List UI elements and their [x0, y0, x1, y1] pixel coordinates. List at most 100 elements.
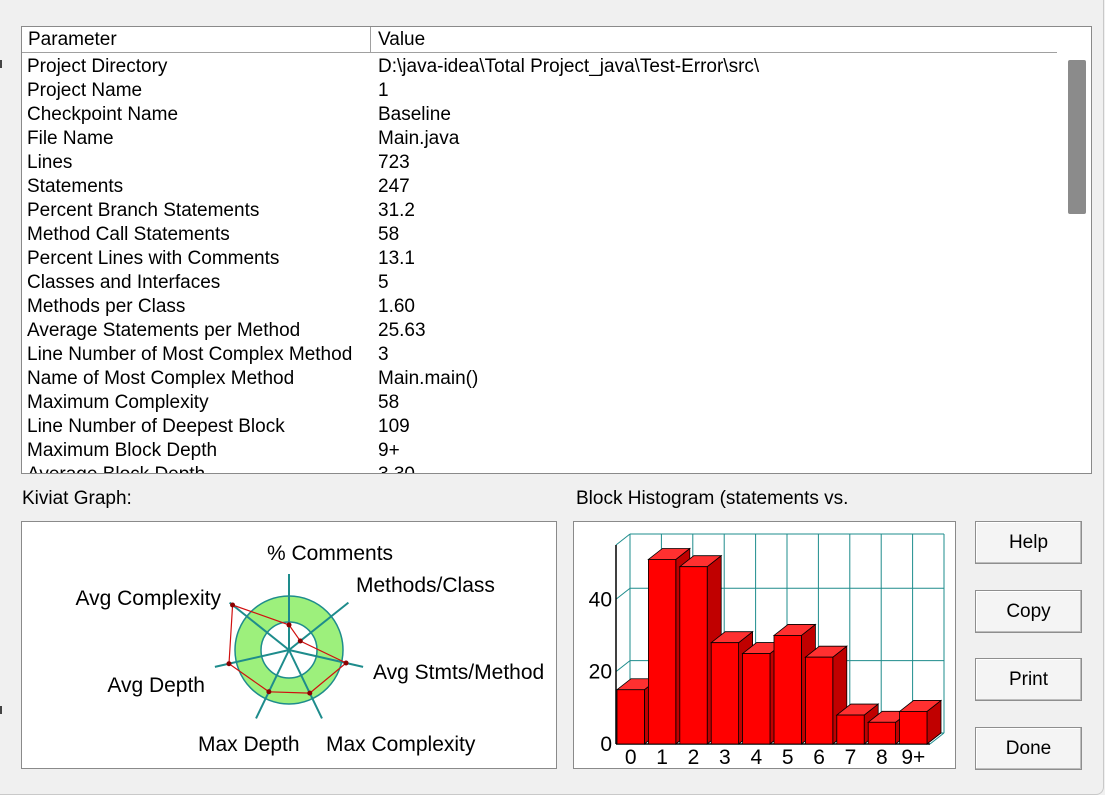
table-row[interactable]: Maximum Block Depth 9+: [22, 439, 1059, 463]
y-tick-label: 20: [589, 661, 612, 684]
parameter-cell: File Name: [27, 128, 114, 149]
value-cell: 31.2: [378, 200, 415, 221]
parameter-cell: Line Number of Most Complex Method: [27, 344, 353, 365]
parameter-cell: Percent Lines with Comments: [27, 248, 280, 269]
x-tick-label: 4: [750, 746, 762, 768]
kiviat-data-point: [343, 660, 349, 666]
kiviat-axis: [228, 601, 290, 651]
table-row[interactable]: Average Statements per Method 25.63: [22, 319, 1059, 343]
value-cell: 58: [378, 392, 400, 413]
value-cell: 247: [378, 176, 410, 197]
kiviat-axis: [288, 649, 364, 668]
kiviat-graph-canvas: % Comments Methods/Class Avg Stmts/Method M…: [75, 542, 544, 756]
table-body: Project Directory D:\java-idea\Total Proj…: [22, 55, 1059, 473]
copy-button[interactable]: Copy: [975, 590, 1082, 633]
value-cell: 3.30: [378, 463, 415, 473]
kiviat-graph: % Comments Methods/Class Avg Stmts/Method M…: [21, 521, 557, 769]
scrollbar-thumb[interactable]: [1068, 60, 1086, 214]
bar: [867, 721, 897, 745]
table-row[interactable]: Classes and Interfaces 5: [22, 271, 1059, 295]
grid-line: [615, 660, 631, 673]
parameter-cell: Maximum Complexity: [27, 392, 209, 413]
parameter-cell: Name of Most Complex Method: [27, 368, 295, 389]
done-button[interactable]: Done: [975, 727, 1082, 770]
x-tick-label: 6: [813, 746, 825, 768]
table-row[interactable]: Average Block Depth 3.30: [22, 463, 1059, 473]
table-row[interactable]: Methods per Class 1.60: [22, 295, 1059, 319]
kiviat-data-point: [286, 622, 292, 628]
kiviat-graph-label: Kiviat Graph:: [22, 488, 132, 509]
value-cell: 723: [378, 152, 410, 173]
bar: [804, 656, 834, 745]
value-cell: Main.java: [378, 128, 460, 149]
table-row[interactable]: Line Number of Most Complex Method 3: [22, 343, 1059, 367]
value-cell: Main.main(): [378, 368, 479, 389]
kiviat-axis-label: Max Complexity: [326, 733, 476, 756]
value-cell: 1.60: [378, 296, 415, 317]
grid-line: [615, 533, 631, 546]
kiviat-axis-label: Avg Complexity: [75, 587, 221, 610]
value-cell: 58: [378, 224, 400, 245]
x-tick-label: 8: [876, 746, 888, 768]
help-button[interactable]: Help: [975, 521, 1082, 564]
table-row[interactable]: Name of Most Complex Method Main.main(): [22, 367, 1059, 391]
x-tick-label: 0: [625, 746, 637, 768]
x-tick-label: 7: [845, 746, 857, 768]
kiviat-axis: [288, 649, 323, 719]
value-cell: 1: [378, 80, 389, 101]
bar: [648, 559, 677, 745]
table-row[interactable]: Line Number of Deepest Block 109: [22, 415, 1059, 439]
column-header-parameter[interactable]: Parameter: [22, 27, 371, 52]
parameter-cell: Lines: [27, 152, 73, 173]
window-bottom-edge: [0, 795, 1105, 802]
table-row[interactable]: File Name Main.java: [22, 127, 1059, 151]
parameter-cell: Checkpoint Name: [27, 104, 179, 125]
bar: [742, 653, 771, 745]
table-row[interactable]: Project Directory D:\java-idea\Total Proj…: [22, 55, 1059, 79]
x-tick-label: 5: [782, 746, 794, 768]
print-button[interactable]: Print: [975, 658, 1082, 701]
metrics-table[interactable]: Parameter Value Project Directory D:\java…: [21, 26, 1092, 474]
table-row[interactable]: Lines 723: [22, 151, 1059, 175]
x-tick-label: 9+: [901, 746, 925, 768]
parameter-cell: Classes and Interfaces: [27, 272, 221, 293]
left-edge-mark: [0, 706, 2, 714]
parameter-cell: Method Call Statements: [27, 224, 230, 245]
parameter-cell: Maximum Block Depth: [27, 440, 218, 461]
vertical-scrollbar[interactable]: [1057, 27, 1091, 473]
value-cell: D:\java-idea\Total Project_java\Test-Err…: [378, 56, 760, 77]
table-row[interactable]: Percent Branch Statements 31.2: [22, 199, 1059, 223]
table-row[interactable]: Project Name 1: [22, 79, 1059, 103]
bar: [616, 689, 645, 745]
kiviat-axis-label: Avg Depth: [107, 674, 205, 697]
x-tick-label: 3: [719, 746, 731, 768]
parameter-cell: Statements: [27, 176, 124, 197]
kiviat-data-point: [266, 689, 272, 695]
bar: [899, 711, 928, 745]
parameter-cell: Project Name: [27, 80, 143, 101]
table-row[interactable]: Statements 247: [22, 175, 1059, 199]
table-row[interactable]: Method Call Statements 58: [22, 223, 1059, 247]
floor-edge: [929, 732, 945, 745]
kiviat-axis-label: % Comments: [267, 542, 393, 565]
parameter-cell: Percent Branch Statements: [27, 200, 260, 221]
table-row[interactable]: Percent Lines with Comments 13.1: [22, 247, 1059, 271]
table-row[interactable]: Maximum Complexity 58: [22, 391, 1059, 415]
parameter-cell: Average Statements per Method: [27, 320, 301, 341]
table-row[interactable]: Checkpoint Name Baseline: [22, 103, 1059, 127]
kiviat-axis-label: Avg Stmts/Method: [373, 661, 544, 684]
parameter-cell: Average Block Depth: [27, 463, 205, 473]
kiviat-axis-label: Methods/Class: [356, 574, 495, 597]
value-cell: Baseline: [378, 104, 451, 125]
x-tick-label: 1: [656, 746, 668, 768]
grid-line: [615, 587, 631, 600]
column-header-value[interactable]: Value: [371, 27, 1059, 52]
kiviat-polygon: [228, 604, 348, 694]
bar: [773, 635, 802, 745]
value-cell: 5: [378, 272, 389, 293]
bar: [836, 714, 865, 745]
value-cell: 109: [378, 416, 410, 437]
value-cell: 9+: [378, 440, 400, 461]
value-cell: 25.63: [378, 320, 426, 341]
